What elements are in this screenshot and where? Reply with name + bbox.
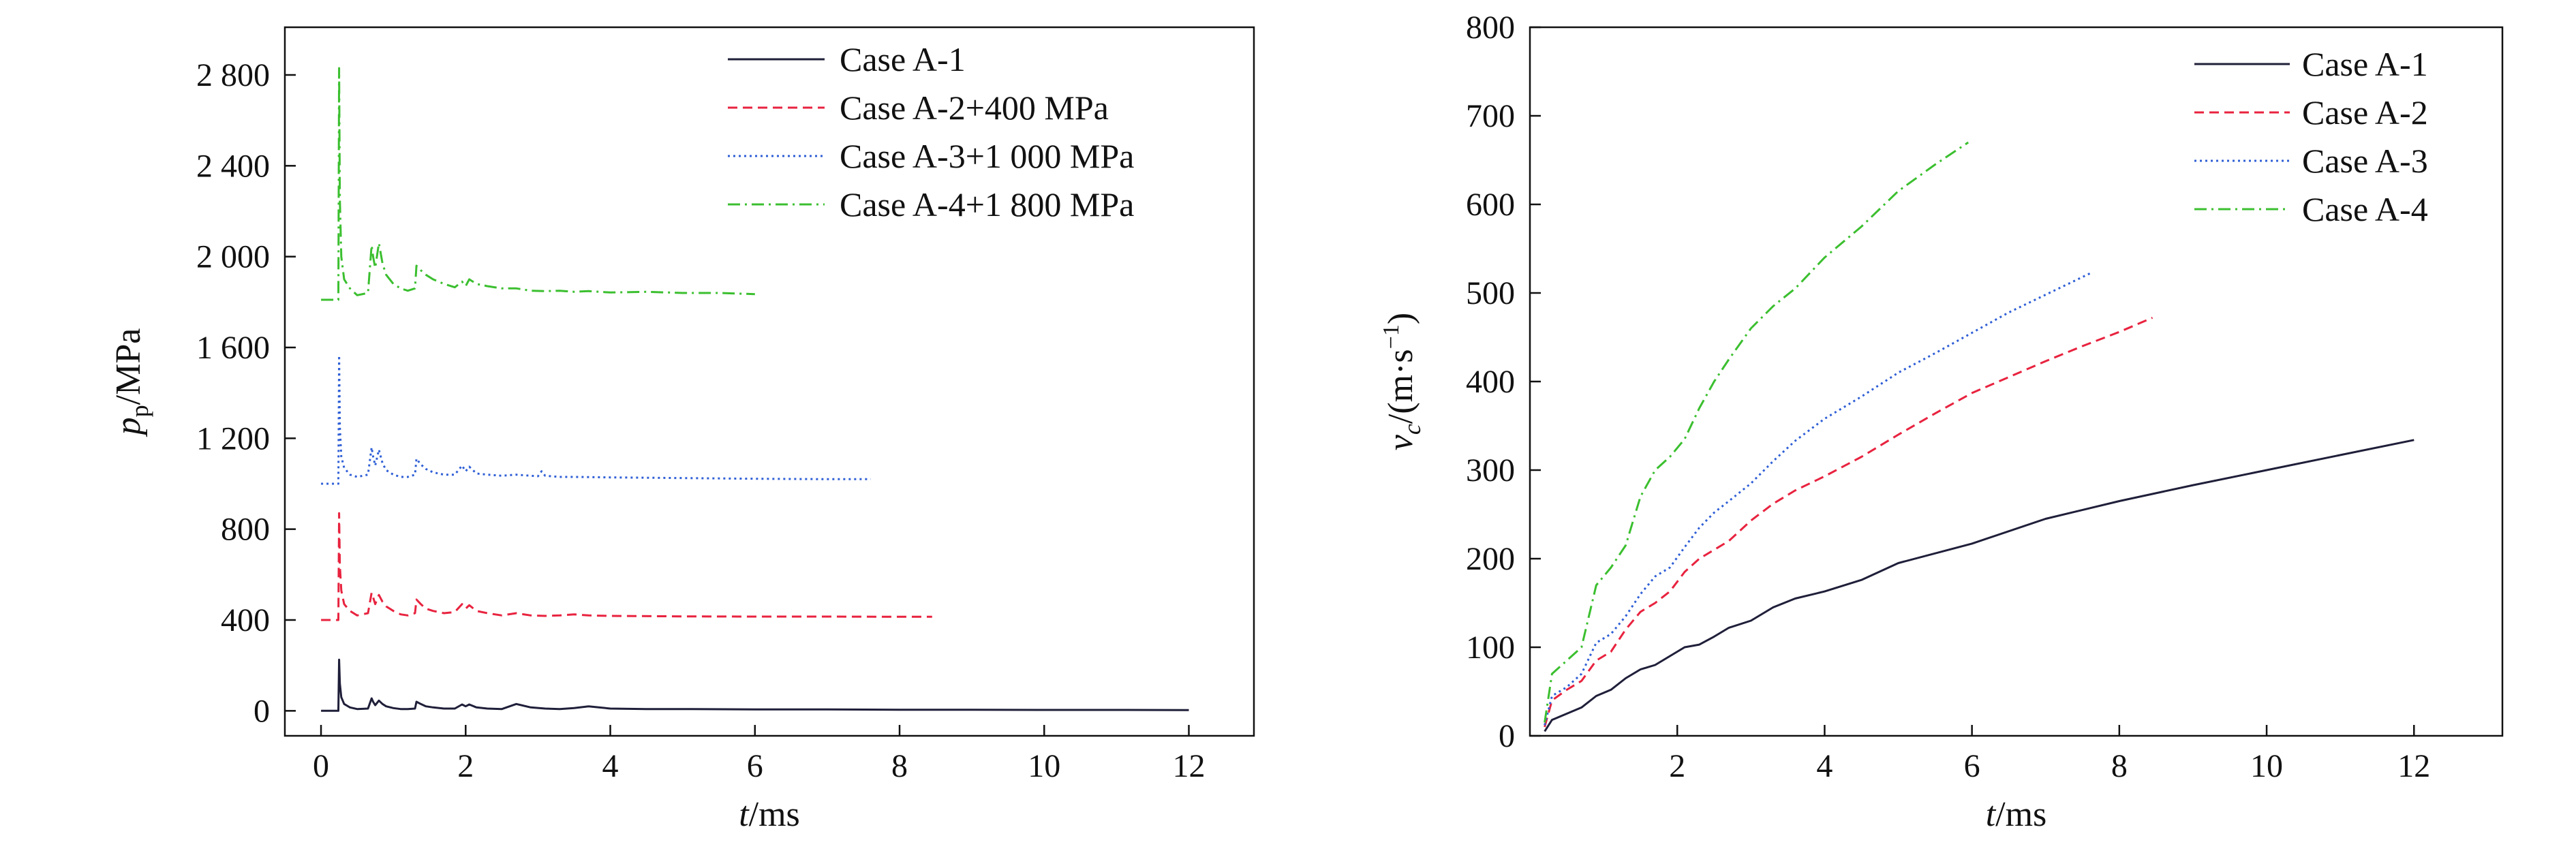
x-tick-label: 2 xyxy=(1669,748,1685,784)
y-tick-label: 600 xyxy=(1466,187,1515,223)
x-tick-label: 6 xyxy=(747,748,763,784)
y-axis-label: pp/MPa xyxy=(109,328,153,438)
legend-label: Case A-2+400 MPa xyxy=(840,89,1109,127)
chart-velocity: 2 4 6 8 10 12 0 100 200 300 400 500 600 700 800 t/ms vc/… xyxy=(1379,10,2504,834)
chart-pressure: 0 2 4 6 8 10 12 0 400 800 1 200 1 600 2 000 2 400 2 80… xyxy=(109,26,1255,834)
y-tick-label: 1 600 xyxy=(196,330,270,366)
y-tick-label: 0 xyxy=(254,693,270,729)
series-line-3 xyxy=(1544,273,2091,726)
series-line-4 xyxy=(1544,141,1969,723)
plot-frame xyxy=(1529,26,2504,737)
series-line-3 xyxy=(321,354,871,485)
x-tick-label: 10 xyxy=(1028,748,1060,784)
series-line-2 xyxy=(321,512,932,621)
x-tick-label: 8 xyxy=(891,748,908,784)
x-axis-label: t/ms xyxy=(739,795,800,834)
y-tick-label: 0 xyxy=(1499,718,1515,754)
x-tick-label: 12 xyxy=(2397,748,2430,784)
plot-frame xyxy=(283,26,1255,737)
y-tick-label: 200 xyxy=(1466,541,1515,577)
legend-label: Case A-1 xyxy=(2302,45,2428,83)
legend-label: Case A-1 xyxy=(840,40,966,78)
y-tick-label: 700 xyxy=(1466,98,1515,134)
legend-label: Case A-4+1 800 MPa xyxy=(840,185,1134,223)
x-tick-label: 8 xyxy=(2111,748,2128,784)
y-tick-label: 400 xyxy=(221,602,270,638)
y-tick-label: 500 xyxy=(1466,275,1515,311)
x-tick-label: 0 xyxy=(313,748,329,784)
y-tick-label: 400 xyxy=(1466,364,1515,400)
x-tick-label: 4 xyxy=(602,748,619,784)
y-tick-label: 800 xyxy=(1466,10,1515,46)
y-tick-label: 1 200 xyxy=(196,420,270,456)
y-tick-label: 300 xyxy=(1466,452,1515,488)
legend-label: Case A-2 xyxy=(2302,93,2428,131)
series-line-1 xyxy=(321,658,1189,712)
legend-label: Case A-3 xyxy=(2302,142,2428,180)
legend-label: Case A-3+1 000 MPa xyxy=(840,137,1134,175)
y-tick-label: 2 400 xyxy=(196,148,270,184)
series-line-4 xyxy=(321,67,755,301)
x-axis-label: t/ms xyxy=(1986,795,2047,834)
y-tick-label: 800 xyxy=(221,512,270,548)
y-tick-label: 2 800 xyxy=(196,57,270,93)
series-line-1 xyxy=(1544,439,2414,732)
y-tick-label: 100 xyxy=(1466,630,1515,666)
x-tick-label: 2 xyxy=(457,748,474,784)
y-tick-label: 2 000 xyxy=(196,239,270,275)
y-axis-label: vc/(m·s−1) xyxy=(1379,313,1426,450)
x-tick-label: 12 xyxy=(1172,748,1205,784)
x-tick-label: 10 xyxy=(2250,748,2283,784)
series-line-2 xyxy=(1544,317,2153,728)
legend-label: Case A-4 xyxy=(2302,190,2428,228)
x-tick-label: 4 xyxy=(1816,748,1833,784)
x-tick-label: 6 xyxy=(1964,748,1980,784)
